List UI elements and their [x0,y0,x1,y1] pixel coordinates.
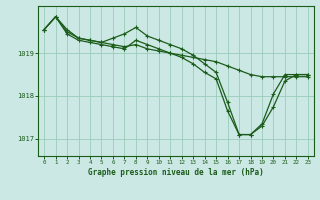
X-axis label: Graphe pression niveau de la mer (hPa): Graphe pression niveau de la mer (hPa) [88,168,264,177]
